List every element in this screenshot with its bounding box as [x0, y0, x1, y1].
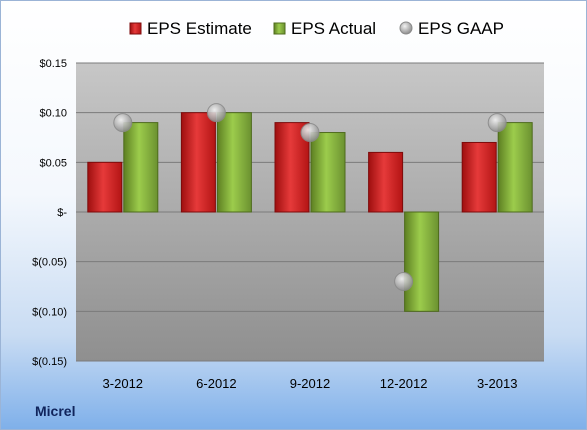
y-tick-label: $0.05: [39, 157, 67, 169]
company-name: Micrel: [35, 403, 76, 419]
legend-label: EPS Estimate: [147, 19, 252, 38]
x-tick-label: 12-2012: [380, 376, 428, 391]
gaap-markers: [113, 103, 507, 292]
y-tick-label: $0.15: [39, 58, 67, 70]
legend-label: EPS Actual: [291, 19, 376, 38]
legend-label: EPS GAAP: [418, 19, 504, 38]
eps-estimate-bar: [368, 151, 404, 213]
eps-actual-swatch: [273, 22, 286, 35]
eps-estimate-swatch: [129, 22, 142, 35]
y-tick-label: $(0.15): [32, 356, 67, 368]
eps-gaap-marker: [300, 123, 320, 143]
eps-gaap-marker: [487, 113, 507, 133]
eps-estimate-bar: [87, 161, 123, 213]
eps-actual-bar: [497, 122, 533, 213]
eps-gaap-swatch: [399, 21, 413, 35]
eps-estimate-bar: [461, 141, 497, 213]
y-tick-label: $-: [57, 207, 67, 219]
eps-actual-bar: [310, 132, 346, 213]
y-tick-labels: $0.15 $0.10 $0.05 $- $(0.05) $(0.10) $(0.15): [32, 58, 67, 368]
x-tick-label: 6-2012: [196, 376, 236, 391]
y-tick-label: $0.10: [39, 108, 67, 120]
eps-actual-bar: [216, 112, 252, 213]
eps-actual-bar: [404, 211, 440, 312]
eps-estimate-bar: [180, 112, 216, 213]
x-tick-label: 3-2013: [477, 376, 517, 391]
eps-gaap-marker: [206, 103, 226, 123]
eps-gaap-marker: [113, 113, 133, 133]
eps-actual-bar: [123, 122, 159, 213]
legend: EPS Estimate EPS Actual EPS GAAP: [129, 19, 504, 38]
x-tick-label: 9-2012: [290, 376, 330, 391]
y-tick-label: $(0.10): [32, 306, 67, 318]
y-tick-label: $(0.05): [32, 257, 67, 269]
x-tick-label: 3-2012: [103, 376, 143, 391]
x-tick-labels: 3-2012 6-2012 9-2012 12-2012 3-2013: [103, 376, 518, 391]
bars: [87, 112, 533, 312]
eps-gaap-marker: [394, 272, 414, 292]
